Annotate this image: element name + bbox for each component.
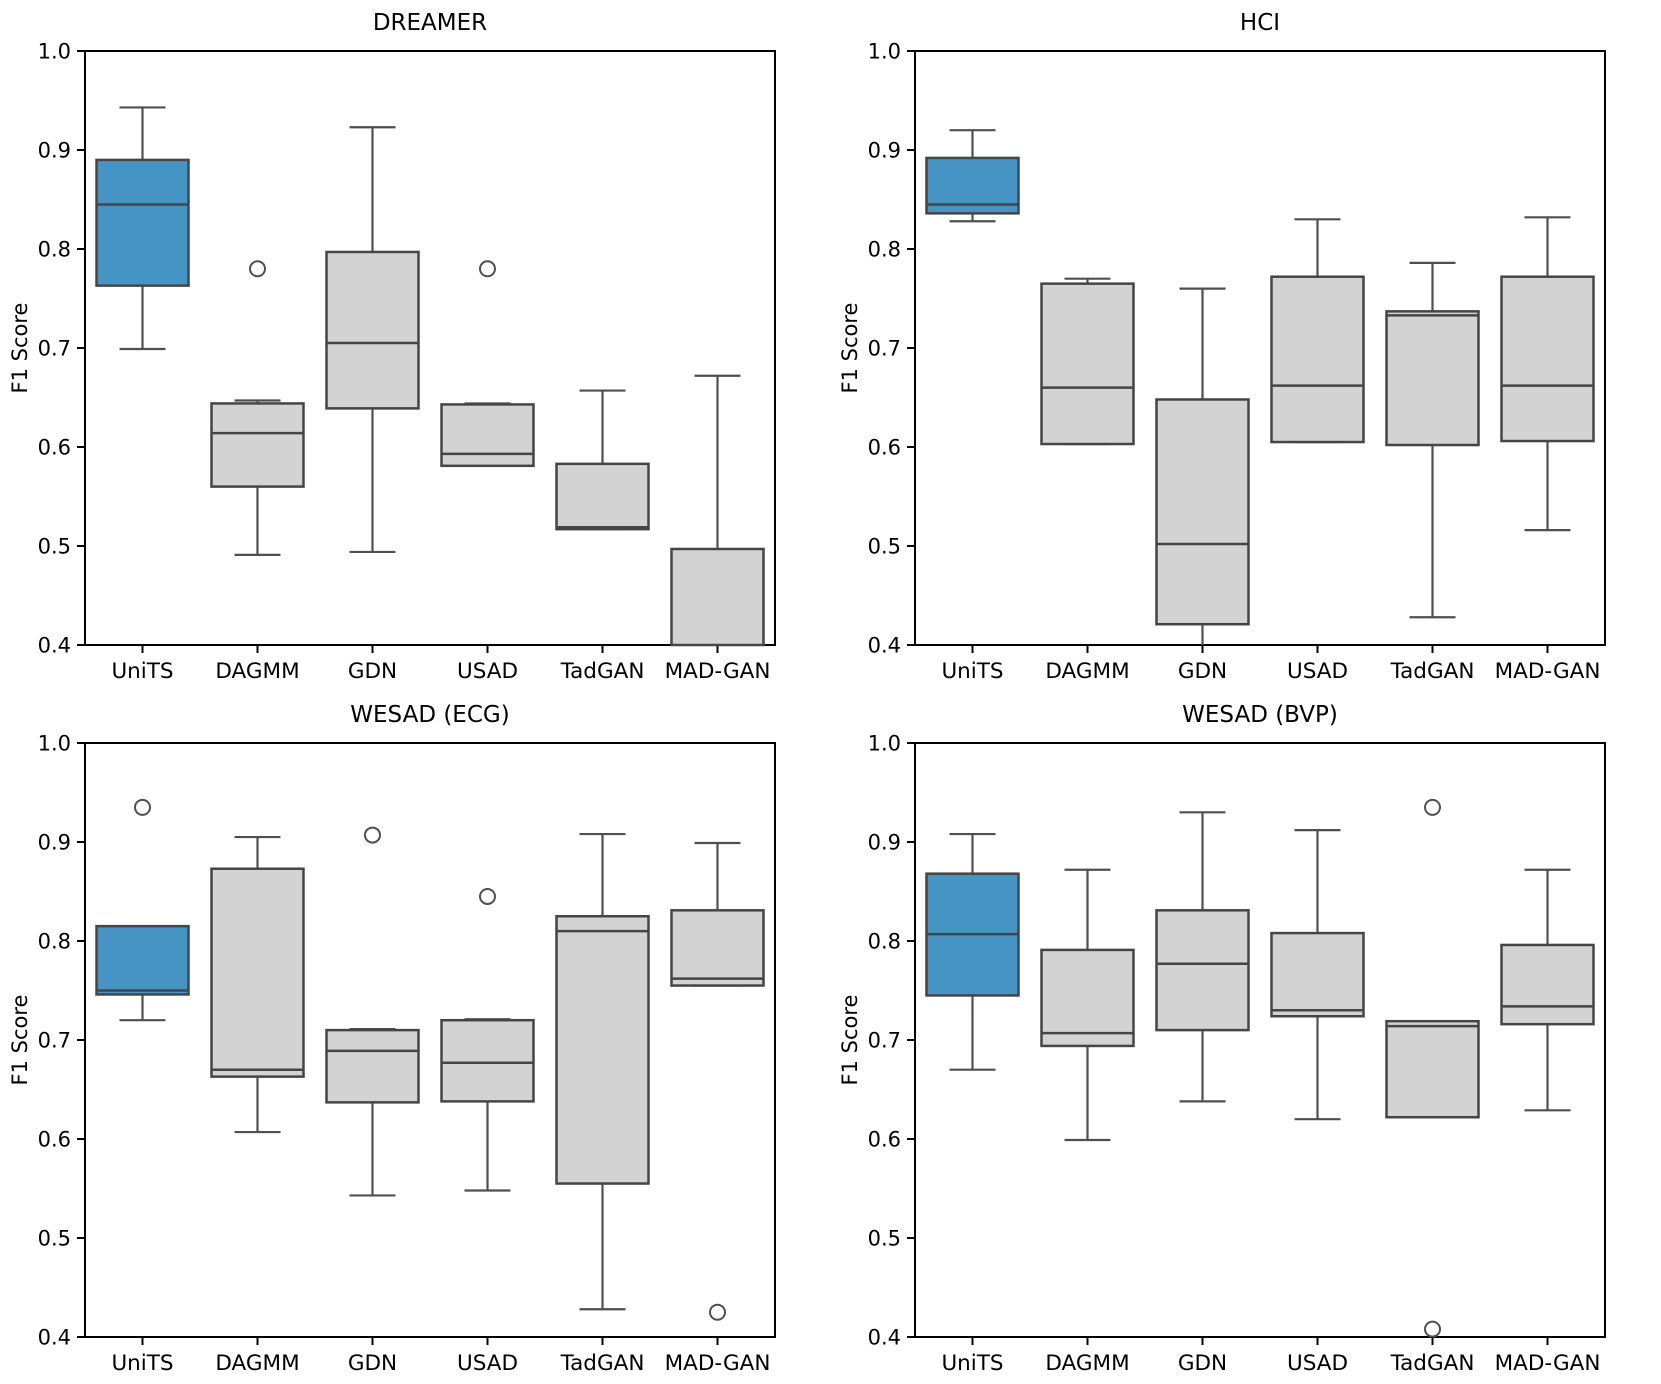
svg-text:TadGAN: TadGAN <box>560 1351 645 1376</box>
svg-text:USAD: USAD <box>457 659 518 684</box>
svg-text:DAGMM: DAGMM <box>215 659 299 684</box>
boxplot-wesad-bvp: 0.4 0.5 0.6 0.7 0.8 0.9 1.0 WESAD (BVP) F1 Score… <box>838 702 1606 1376</box>
svg-text:0.8: 0.8 <box>38 930 71 954</box>
svg-text:1.0: 1.0 <box>868 732 901 756</box>
svg-text:0.6: 0.6 <box>868 436 901 460</box>
svg-text:GDN: GDN <box>1178 659 1227 684</box>
svg-text:UniTS: UniTS <box>941 659 1003 684</box>
svg-text:0.5: 0.5 <box>868 1227 901 1251</box>
svg-text:UniTS: UniTS <box>941 1351 1003 1376</box>
svg-text:0.5: 0.5 <box>38 535 71 559</box>
svg-text:0.4: 0.4 <box>868 1326 901 1350</box>
boxplot-dreamer: 0.4 0.5 0.6 0.7 0.8 0.9 1.0 DREAMER F1 Score UniT… <box>8 10 776 684</box>
svg-text:1.0: 1.0 <box>38 40 71 64</box>
svg-text:UniTS: UniTS <box>111 1351 173 1376</box>
svg-text:0.9: 0.9 <box>868 831 901 855</box>
svg-text:F1 Score: F1 Score <box>8 303 32 394</box>
svg-text:HCI: HCI <box>1240 10 1280 36</box>
svg-text:0.8: 0.8 <box>38 238 71 262</box>
subplot-dreamer: 0.4 0.5 0.6 0.7 0.8 0.9 1.0 DREAMER F1 Score UniT… <box>0 0 830 692</box>
svg-text:MAD-GAN: MAD-GAN <box>665 1351 771 1376</box>
svg-text:DAGMM: DAGMM <box>215 1351 299 1376</box>
svg-text:0.6: 0.6 <box>38 1128 71 1152</box>
svg-text:DREAMER: DREAMER <box>373 10 487 36</box>
svg-text:0.4: 0.4 <box>38 1326 71 1350</box>
svg-text:TadGAN: TadGAN <box>1390 659 1475 684</box>
svg-text:0.9: 0.9 <box>38 831 71 855</box>
svg-text:0.6: 0.6 <box>868 1128 901 1152</box>
svg-text:0.7: 0.7 <box>38 337 71 361</box>
svg-text:F1 Score: F1 Score <box>838 303 862 394</box>
svg-text:0.9: 0.9 <box>38 139 71 163</box>
boxplot-wesad-ecg: 0.4 0.5 0.6 0.7 0.8 0.9 1.0 WESAD (ECG) F1 Score… <box>8 702 776 1376</box>
svg-text:GDN: GDN <box>348 1351 397 1376</box>
svg-text:0.9: 0.9 <box>868 139 901 163</box>
svg-text:DAGMM: DAGMM <box>1045 659 1129 684</box>
svg-text:MAD-GAN: MAD-GAN <box>1495 1351 1601 1376</box>
svg-text:0.8: 0.8 <box>868 238 901 262</box>
svg-text:MAD-GAN: MAD-GAN <box>1495 659 1601 684</box>
svg-text:GDN: GDN <box>1178 1351 1227 1376</box>
svg-text:0.6: 0.6 <box>38 436 71 460</box>
svg-text:WESAD (ECG): WESAD (ECG) <box>350 702 509 728</box>
svg-text:0.7: 0.7 <box>868 1029 901 1053</box>
svg-text:WESAD (BVP): WESAD (BVP) <box>1182 702 1338 728</box>
svg-text:0.4: 0.4 <box>868 634 901 658</box>
svg-text:0.5: 0.5 <box>868 535 901 559</box>
svg-text:0.5: 0.5 <box>38 1227 71 1251</box>
subplot-wesad-bvp: 0.4 0.5 0.6 0.7 0.8 0.9 1.0 WESAD (BVP) F1 Score… <box>830 692 1661 1384</box>
svg-text:1.0: 1.0 <box>38 732 71 756</box>
svg-text:GDN: GDN <box>348 659 397 684</box>
subplot-wesad-ecg: 0.4 0.5 0.6 0.7 0.8 0.9 1.0 WESAD (ECG) F1 Score… <box>0 692 830 1384</box>
svg-text:F1 Score: F1 Score <box>8 995 32 1086</box>
svg-text:0.7: 0.7 <box>868 337 901 361</box>
subplot-hci: 0.4 0.5 0.6 0.7 0.8 0.9 1.0 HCI F1 Score UniTS DAG… <box>830 0 1661 692</box>
svg-text:1.0: 1.0 <box>868 40 901 64</box>
svg-text:0.8: 0.8 <box>868 930 901 954</box>
svg-text:USAD: USAD <box>457 1351 518 1376</box>
boxplot-hci: 0.4 0.5 0.6 0.7 0.8 0.9 1.0 HCI F1 Score UniTS DAG… <box>838 10 1606 684</box>
svg-text:TadGAN: TadGAN <box>1390 1351 1475 1376</box>
svg-text:TadGAN: TadGAN <box>560 659 645 684</box>
svg-text:MAD-GAN: MAD-GAN <box>665 659 771 684</box>
svg-text:USAD: USAD <box>1287 1351 1348 1376</box>
svg-text:0.7: 0.7 <box>38 1029 71 1053</box>
svg-text:USAD: USAD <box>1287 659 1348 684</box>
svg-text:UniTS: UniTS <box>111 659 173 684</box>
svg-text:0.4: 0.4 <box>38 634 71 658</box>
svg-text:F1 Score: F1 Score <box>838 995 862 1086</box>
svg-text:DAGMM: DAGMM <box>1045 1351 1129 1376</box>
